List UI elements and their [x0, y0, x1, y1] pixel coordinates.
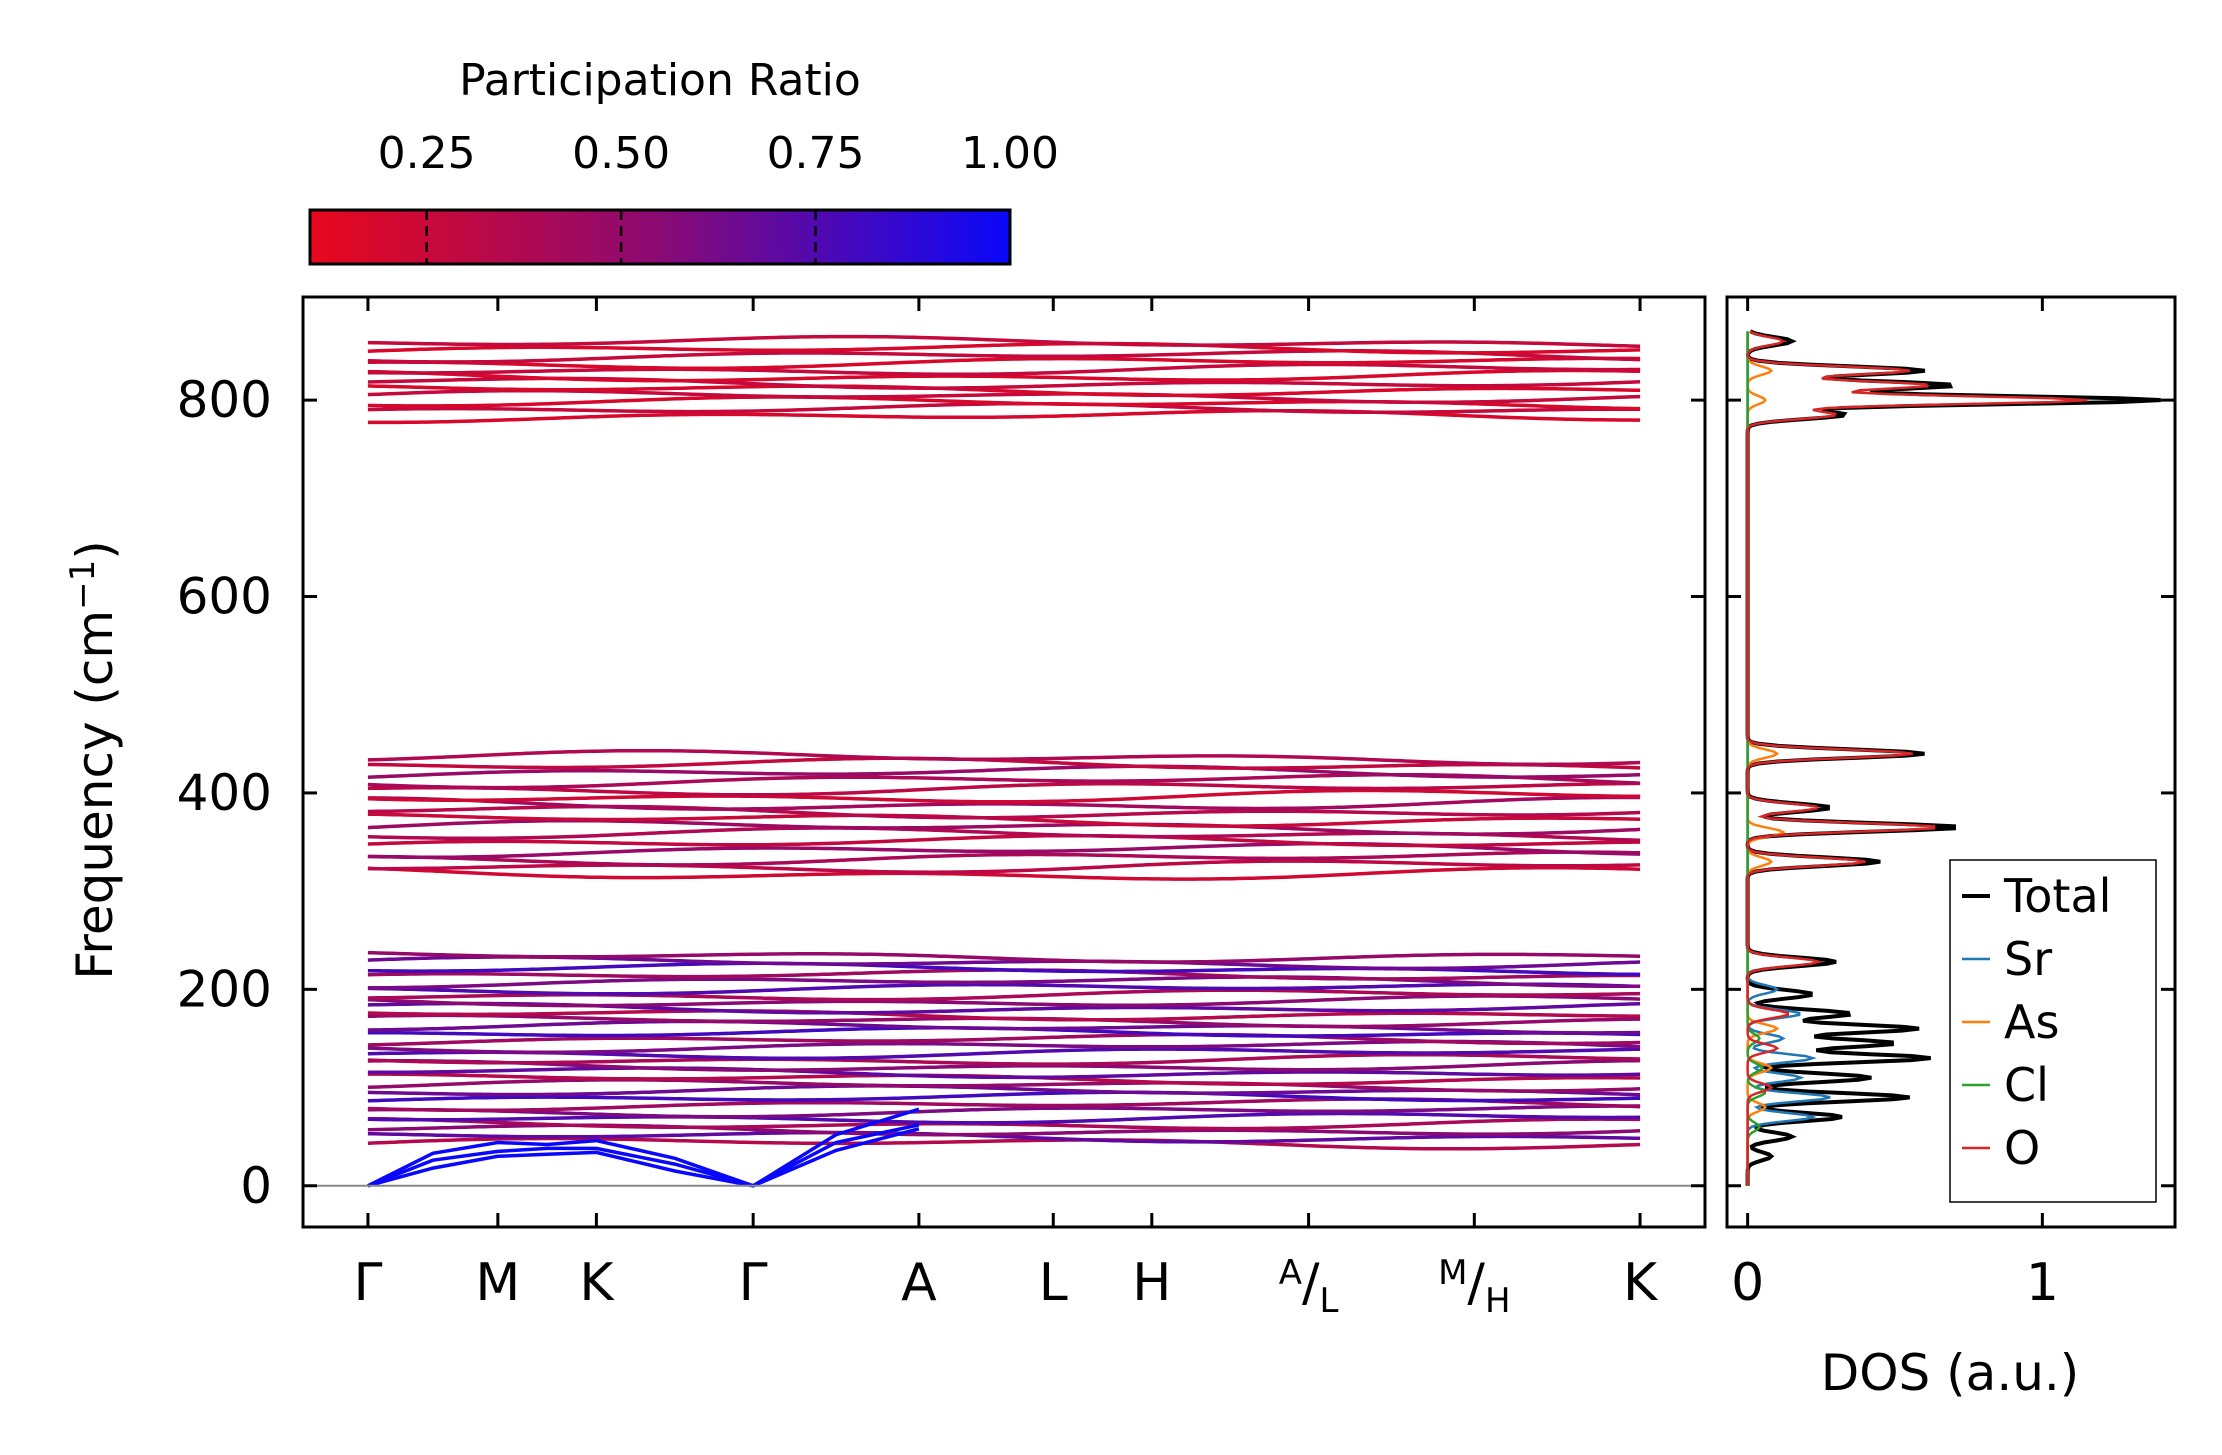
- phonon-band: [367, 362, 1641, 377]
- y-tick-label: 0: [240, 1157, 272, 1215]
- phonon-band: [367, 1009, 1641, 1022]
- phonon-band: [367, 384, 1641, 398]
- y-tick-label: 800: [177, 371, 272, 429]
- dos-legend: Total Sr As Cl O: [1949, 859, 2157, 1203]
- legend-label: Cl: [2004, 1058, 2049, 1112]
- high-symmetry-label: M/H: [1438, 1253, 1510, 1321]
- dos-curve-o: [1746, 330, 2088, 1186]
- legend-box: [1949, 859, 2157, 1203]
- dos-curve-as: [1746, 331, 1786, 1186]
- phonon-band: [367, 975, 1641, 990]
- colorbar: Participation Ratio 0.25 0.50 0.75 1.00: [308, 55, 1059, 266]
- phonon-band: [367, 859, 1641, 874]
- phonon-band: [367, 368, 1641, 383]
- high-symmetry-label: H: [1132, 1253, 1171, 1313]
- phonon-band: [367, 1090, 1641, 1103]
- legend-label: O: [2004, 1121, 2040, 1175]
- acoustic-branch: [367, 1107, 920, 1188]
- dos-x-tick-label: 0: [1731, 1253, 1764, 1313]
- phonon-band: [367, 1078, 1641, 1093]
- phonon-band: [367, 788, 1641, 804]
- band-axes-frame: [301, 295, 1707, 1229]
- high-symmetry-label: K: [1623, 1253, 1659, 1313]
- colorbar-tick-label: 0.50: [572, 128, 670, 179]
- y-axis-label: Frequency (cm−1): [63, 540, 124, 980]
- legend-label: As: [2004, 995, 2059, 1049]
- high-symmetry-label: L: [1039, 1253, 1068, 1313]
- high-symmetry-label: M: [475, 1253, 520, 1313]
- phonon-band: [367, 1123, 1641, 1137]
- phonon-band: [367, 866, 1641, 881]
- phonon-band: [367, 950, 1641, 964]
- phonon-band: [367, 1019, 1641, 1035]
- phonon-band: [367, 850, 1641, 867]
- dos-x-axis-label: DOS (a.u.): [1821, 1344, 2080, 1402]
- colorbar-gradient: [308, 208, 1012, 266]
- high-symmetry-label: K: [579, 1253, 615, 1313]
- high-symmetry-label: Γ: [739, 1253, 768, 1313]
- y-tick-label: 200: [177, 960, 272, 1018]
- phonon-band: [367, 833, 1641, 848]
- phonon-band: [367, 334, 1641, 349]
- phonon-band: [367, 341, 1641, 355]
- acoustic-branch: [367, 1127, 920, 1188]
- dos-x-tick-label: 1: [2026, 1253, 2059, 1313]
- phonon-band: [367, 795, 1641, 811]
- colorbar-tick-label: 1.00: [961, 128, 1059, 179]
- phonon-band: [367, 1130, 1641, 1144]
- phonon-band: [367, 982, 1641, 996]
- phonon-band: [367, 1032, 1641, 1047]
- colorbar-tick-label: 0.25: [378, 128, 476, 179]
- y-tick-label: 400: [177, 764, 272, 822]
- phonon-band: [367, 994, 1641, 1008]
- dos-panel: 0 1 DOS (a.u.) Total Sr As Cl O: [1725, 295, 2177, 1402]
- phonon-band: [367, 1111, 1641, 1125]
- phonon-band: [367, 804, 1641, 820]
- phonon-band: [367, 748, 1641, 767]
- acoustic-branch: [367, 1123, 920, 1188]
- phonon-band: [367, 1066, 1641, 1080]
- dos-axes-frame: [1725, 295, 2177, 1229]
- high-symmetry-label: Γ: [353, 1253, 382, 1313]
- colorbar-title: Participation Ratio: [459, 55, 861, 106]
- legend-label: Total: [2003, 869, 2111, 923]
- phonon-band: [367, 408, 1641, 425]
- phonon-band: [367, 1136, 1641, 1151]
- phonon-band: [367, 356, 1641, 370]
- high-symmetry-label: A: [901, 1253, 937, 1313]
- phonon-band: [367, 1058, 1641, 1072]
- colorbar-tick-label: 0.75: [767, 128, 865, 179]
- phonon-band: [367, 1052, 1641, 1066]
- phonon-band: [367, 764, 1641, 779]
- phonon-band: [367, 781, 1641, 797]
- high-symmetry-label: A/L: [1279, 1253, 1339, 1321]
- y-tick-label: 600: [177, 568, 272, 626]
- phonon-band: [367, 1104, 1641, 1119]
- legend-label: Sr: [2004, 932, 2052, 986]
